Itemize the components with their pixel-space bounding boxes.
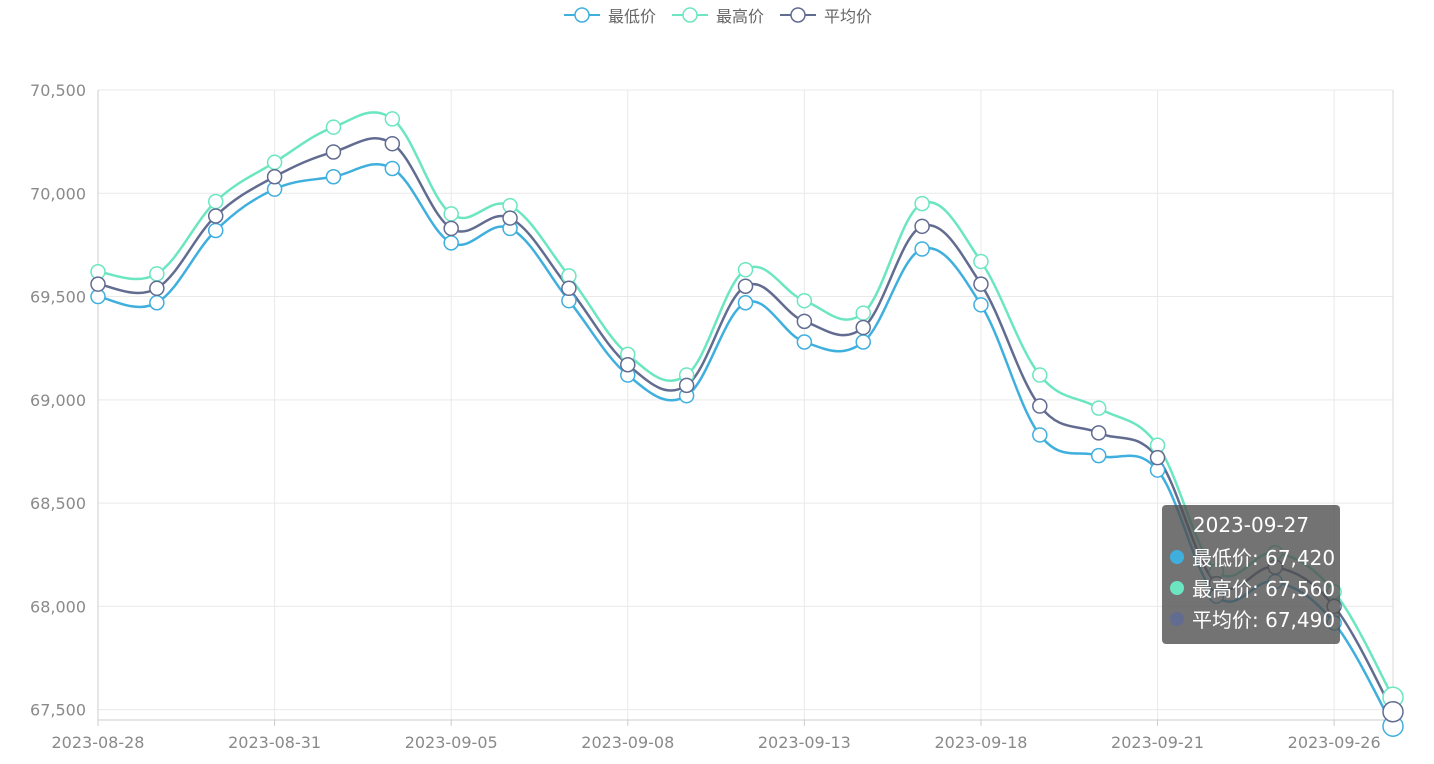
legend-label-high: 最高价: [715, 7, 764, 26]
x-tick-label: 2023-09-21: [1111, 733, 1204, 752]
legend-label-avg: 平均价: [824, 7, 873, 26]
data-point-avg: [1090, 425, 1107, 441]
data-point-high: [266, 154, 283, 171]
tooltip-value-avg: 平均价: 67,490: [1192, 608, 1336, 632]
tooltip-row-high: 最高价: 67,560: [1162, 572, 1340, 603]
legend-label-low: 最低价: [607, 7, 656, 26]
data-point-avg: [384, 135, 401, 152]
x-tick-label: 2023-09-26: [1288, 733, 1381, 752]
data-point-low: [914, 241, 930, 257]
legend-line-circle-icon: [563, 7, 600, 23]
data-point-avg: [620, 356, 636, 373]
data-point-high: [1032, 367, 1048, 383]
data-point-high: [384, 111, 401, 127]
series-dot-icon: [1170, 611, 1184, 626]
legend: 最低价 最高价 平均价: [0, 3, 1434, 27]
data-point-high: [207, 193, 224, 210]
data-point-low: [325, 169, 342, 185]
data-point-low: [1090, 447, 1107, 464]
data-point-low: [207, 222, 224, 239]
data-point-high: [973, 253, 989, 270]
data-point-avg: [90, 276, 106, 292]
data-point-avg: [914, 218, 930, 235]
x-tick-label: 2023-08-31: [228, 733, 321, 752]
x-tick-label: 2023-09-08: [581, 733, 674, 752]
data-point-avg: [973, 276, 989, 292]
data-point-avg: [325, 144, 342, 160]
data-point-low: [384, 160, 401, 177]
x-tick-label: 2023-09-05: [405, 733, 498, 752]
data-point-low: [737, 295, 754, 311]
series-dot-icon: [1170, 549, 1184, 564]
data-point-low: [796, 334, 813, 350]
y-tick-label: 70,000: [30, 184, 86, 203]
data-point-low: [1032, 427, 1048, 443]
data-point-avg: [443, 220, 459, 237]
legend-item-avg[interactable]: 平均价: [778, 3, 872, 27]
data-point-low: [855, 334, 871, 350]
x-tick-label: 2023-08-28: [52, 733, 145, 752]
data-point-high: [914, 195, 930, 212]
data-point-low: [443, 235, 459, 251]
data-point-avg: [266, 169, 283, 185]
x-tick-label: 2023-09-18: [934, 733, 1027, 752]
data-point-avg: [1382, 700, 1404, 723]
data-point-high: [325, 119, 342, 135]
data-point-avg: [149, 280, 165, 297]
data-point-low: [973, 297, 989, 313]
legend-line-circle-icon: [671, 7, 708, 23]
data-point-high: [443, 206, 459, 222]
data-point-high: [149, 266, 165, 282]
data-point-high: [737, 261, 754, 278]
y-tick-label: 67,500: [30, 701, 86, 720]
data-point-high: [855, 305, 871, 321]
data-point-avg: [855, 319, 871, 336]
tooltip: 2023-09-27 最低价: 67,420 最高价: 67,560 平均价: …: [1162, 505, 1340, 644]
data-point-avg: [561, 280, 577, 297]
series-dot-icon: [1170, 580, 1184, 595]
data-point-avg: [1032, 398, 1048, 414]
tooltip-row-low: 最低价: 67,420: [1162, 541, 1340, 572]
y-tick-label: 70,500: [30, 81, 86, 100]
x-tick-label: 2023-09-13: [758, 733, 851, 752]
data-point-avg: [1149, 449, 1166, 466]
y-tick-label: 68,500: [30, 494, 86, 513]
data-point-high: [1090, 400, 1107, 416]
data-point-low: [149, 295, 165, 311]
y-tick-label: 69,000: [30, 391, 86, 410]
tooltip-row-avg: 平均价: 67,490: [1162, 603, 1340, 634]
legend-item-high[interactable]: 最高价: [670, 3, 764, 27]
tooltip-value-high: 最高价: 67,560: [1192, 577, 1336, 601]
data-point-avg: [207, 208, 224, 224]
tooltip-date: 2023-09-27: [1192, 513, 1310, 537]
data-point-avg: [502, 210, 518, 226]
legend-item-low[interactable]: 最低价: [562, 3, 656, 27]
y-tick-label: 69,500: [30, 288, 86, 307]
data-point-avg: [737, 278, 754, 294]
data-point-high: [796, 292, 813, 309]
data-point-avg: [678, 377, 695, 394]
tooltip-value-low: 最低价: 67,420: [1192, 546, 1336, 570]
y-tick-label: 68,000: [30, 597, 86, 616]
data-point-avg: [796, 313, 813, 330]
legend-line-circle-icon: [780, 7, 816, 23]
